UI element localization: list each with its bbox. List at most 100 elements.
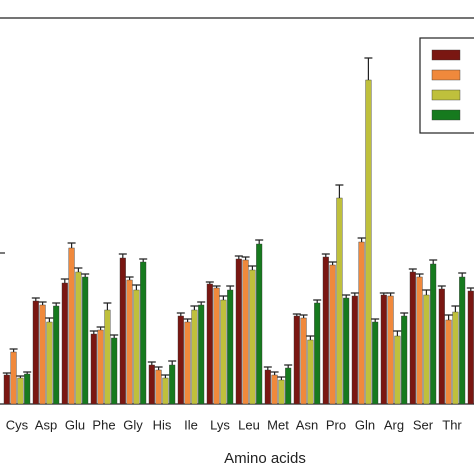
error-bar <box>458 272 467 277</box>
bar <box>39 304 46 405</box>
error-bar <box>190 305 199 310</box>
error-bar <box>350 292 359 296</box>
bar <box>220 299 227 405</box>
bar <box>329 264 336 405</box>
error-bar <box>306 335 315 340</box>
bar <box>322 256 329 405</box>
x-tick-label: Met <box>267 417 289 432</box>
x-axis-label: Amino acids <box>224 450 306 467</box>
error-bar <box>132 284 141 290</box>
error-bar <box>139 258 148 262</box>
error-bar <box>81 273 90 277</box>
error-bar <box>248 265 257 270</box>
error-bar <box>234 255 243 259</box>
bar <box>24 373 31 405</box>
bar <box>119 257 126 405</box>
bar <box>416 276 423 405</box>
error-bar <box>299 314 308 318</box>
bar <box>264 369 271 405</box>
bar <box>300 317 307 405</box>
bar <box>380 294 387 405</box>
error-bar <box>74 267 83 272</box>
bar <box>82 276 89 405</box>
bar <box>401 315 408 405</box>
x-tick-label: Asp <box>35 417 57 432</box>
error-bar <box>415 273 424 277</box>
bar <box>213 287 220 405</box>
error-bar <box>226 285 235 290</box>
bar <box>459 276 466 405</box>
bar <box>133 289 140 405</box>
error-bar <box>371 318 380 322</box>
error-bar <box>335 184 344 198</box>
bar <box>206 283 213 405</box>
error-bar <box>292 313 301 316</box>
x-tick-label: Phe <box>92 417 115 432</box>
error-bar <box>429 259 438 264</box>
bar <box>256 243 263 405</box>
error-bar <box>255 239 264 244</box>
legend-swatch <box>431 109 461 121</box>
bar <box>75 271 82 405</box>
error-bar <box>118 253 127 258</box>
error-bar <box>444 314 453 320</box>
bar <box>343 297 350 405</box>
x-tick-label: Glu <box>65 417 85 432</box>
error-bar <box>16 375 25 378</box>
error-bar <box>147 361 156 365</box>
error-bar <box>23 371 32 374</box>
bar <box>148 364 155 405</box>
x-tick-label: Gln <box>355 417 375 432</box>
error-bar <box>357 237 366 242</box>
error-bar <box>241 256 250 260</box>
error-bar <box>364 57 373 80</box>
bar <box>430 263 437 405</box>
bar <box>387 295 394 405</box>
error-bar <box>205 281 214 284</box>
bar <box>162 377 169 405</box>
error-bar <box>52 302 61 306</box>
error-bar <box>219 295 228 300</box>
error-bar <box>263 366 272 370</box>
error-bar <box>386 292 395 296</box>
bar <box>184 321 191 405</box>
bar <box>17 377 24 405</box>
bar <box>111 337 118 405</box>
error-bar <box>328 261 337 265</box>
x-tick-label: Gly <box>123 417 143 432</box>
error-bar <box>110 334 119 338</box>
bar <box>32 300 39 405</box>
error-bar <box>400 312 409 316</box>
bar <box>46 321 53 405</box>
error-bar <box>270 371 279 375</box>
bar <box>169 364 176 405</box>
bar <box>242 259 249 405</box>
error-bar <box>96 326 105 330</box>
error-bar <box>284 364 293 368</box>
x-tick-label: Leu <box>238 417 260 432</box>
x-tick-label: Thr <box>442 417 462 432</box>
x-tick-label: Cys <box>6 417 29 432</box>
bar <box>155 369 162 405</box>
error-bar <box>125 276 134 280</box>
error-bar <box>45 317 54 322</box>
bar <box>372 321 379 405</box>
bar <box>409 271 416 405</box>
error-bar <box>67 242 76 248</box>
x-tick-label: Lys <box>210 417 230 432</box>
bar <box>467 290 474 405</box>
bar <box>235 258 242 405</box>
x-tick-label: His <box>153 417 172 432</box>
error-bar <box>277 376 286 380</box>
bar <box>61 282 68 405</box>
x-tick-label: Pro <box>326 417 346 432</box>
error-bar <box>212 285 221 288</box>
bar <box>271 374 278 405</box>
bar <box>278 379 285 405</box>
error-bar <box>393 330 402 336</box>
bar <box>365 79 372 405</box>
bar <box>307 339 314 405</box>
error-bar <box>89 330 98 334</box>
bar <box>10 351 17 405</box>
